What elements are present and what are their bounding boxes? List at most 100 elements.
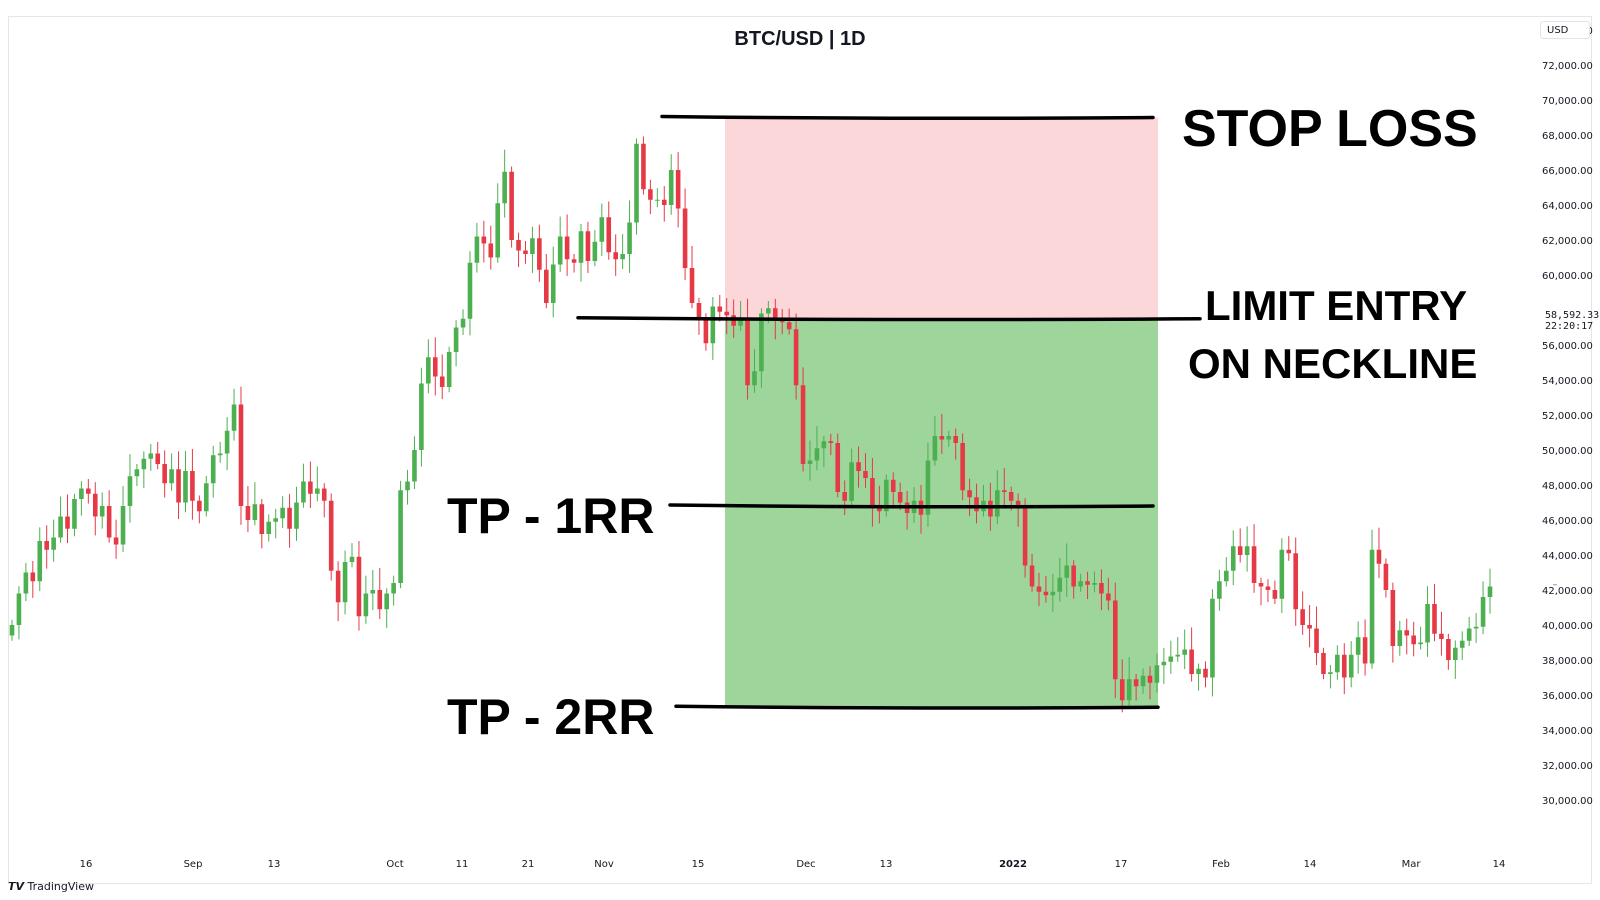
- candle-body: [1237, 546, 1243, 555]
- candle: [190, 448, 195, 520]
- candle: [1175, 636, 1181, 662]
- candle: [65, 494, 70, 544]
- candle: [835, 433, 841, 498]
- candle: [537, 224, 542, 282]
- candle-body: [842, 492, 847, 501]
- candle-body: [183, 471, 188, 503]
- last-price-label: 58,592.33 22:20:17: [1545, 310, 1599, 332]
- candle: [1126, 657, 1132, 706]
- candle-body: [550, 264, 556, 303]
- candle-body: [30, 572, 36, 582]
- candle-body: [849, 462, 854, 501]
- candle: [92, 482, 98, 536]
- candle: [828, 433, 834, 456]
- candle: [1355, 621, 1361, 674]
- candle-body: [16, 593, 22, 625]
- candle: [99, 492, 105, 529]
- candle-body: [363, 593, 369, 617]
- candle: [301, 463, 306, 508]
- candle-body: [65, 516, 70, 529]
- candle: [564, 214, 570, 276]
- candle: [439, 354, 445, 400]
- candle: [106, 490, 112, 543]
- candle: [960, 433, 965, 501]
- x-tick-label: Feb: [1212, 859, 1230, 870]
- candle-body: [884, 479, 889, 512]
- candle: [217, 441, 223, 463]
- candle: [127, 454, 133, 523]
- candle: [1341, 643, 1347, 695]
- candle-body: [134, 469, 140, 477]
- candle-body: [717, 306, 723, 312]
- chart-frame: [8, 16, 1592, 884]
- tp-1rr-annotation: TP - 1RR: [447, 488, 655, 544]
- candle-body: [439, 376, 445, 387]
- candle-body: [641, 143, 646, 190]
- candle: [273, 508, 278, 539]
- candle-body: [224, 430, 230, 454]
- candle-body: [342, 562, 348, 603]
- candle-body: [1439, 633, 1444, 639]
- candle-body: [287, 507, 292, 529]
- candle-body: [1480, 597, 1486, 627]
- candle-body: [176, 469, 181, 503]
- candle-body: [86, 488, 91, 494]
- candle-body: [1300, 609, 1305, 625]
- candle: [412, 436, 417, 490]
- last-price-value: 58,592.33: [1545, 310, 1600, 321]
- candle: [974, 483, 979, 524]
- limit-entry-line: [576, 316, 1202, 322]
- candle: [141, 451, 147, 489]
- candle-body: [793, 329, 799, 386]
- candle-body: [99, 506, 105, 517]
- candle-body: [1189, 649, 1194, 674]
- candle-body: [668, 170, 674, 205]
- candle: [9, 619, 15, 641]
- candle: [169, 453, 174, 491]
- candle-body: [1043, 591, 1049, 596]
- candle: [710, 297, 716, 360]
- candle: [86, 479, 91, 504]
- y-tick-label: 66,000.00: [1542, 166, 1593, 177]
- candle: [759, 308, 764, 388]
- candle: [1279, 538, 1285, 614]
- y-tick-label: 44,000.00: [1542, 551, 1593, 562]
- candle-body: [599, 217, 605, 242]
- candle-body: [1161, 661, 1167, 666]
- tradingview-logo[interactable]: 𝙏𝙑 TradingView: [8, 880, 94, 893]
- candle-body: [1126, 679, 1132, 701]
- candle-body: [106, 506, 112, 538]
- candle-body: [1147, 675, 1153, 683]
- x-tick-label: 17: [1115, 859, 1128, 870]
- candle: [377, 567, 383, 620]
- candle: [814, 426, 820, 471]
- y-tick-label: 30,000.00: [1542, 796, 1593, 807]
- candle-body: [738, 318, 743, 326]
- candle-body: [1293, 553, 1299, 610]
- candle: [1092, 571, 1097, 593]
- currency-badge[interactable]: USD: [1540, 21, 1590, 39]
- candle-body: [877, 507, 882, 512]
- candle-body: [585, 231, 591, 261]
- candle-body: [79, 488, 84, 499]
- candle: [349, 543, 355, 568]
- candle: [1099, 569, 1104, 611]
- candle: [1064, 543, 1070, 597]
- candle: [120, 486, 126, 553]
- candle-body: [1397, 630, 1403, 646]
- candle-body: [1050, 591, 1056, 596]
- candle: [363, 575, 369, 624]
- candle: [294, 486, 299, 541]
- candle: [967, 478, 972, 517]
- candle-body: [238, 404, 244, 506]
- candle-body: [1001, 490, 1007, 492]
- candle-body: [932, 436, 938, 461]
- candle: [1015, 493, 1021, 527]
- candle-body: [1258, 583, 1264, 587]
- candle-body: [44, 541, 49, 550]
- candle: [509, 166, 514, 248]
- candle-body: [807, 460, 813, 464]
- candle: [613, 234, 618, 276]
- candle: [1307, 605, 1312, 648]
